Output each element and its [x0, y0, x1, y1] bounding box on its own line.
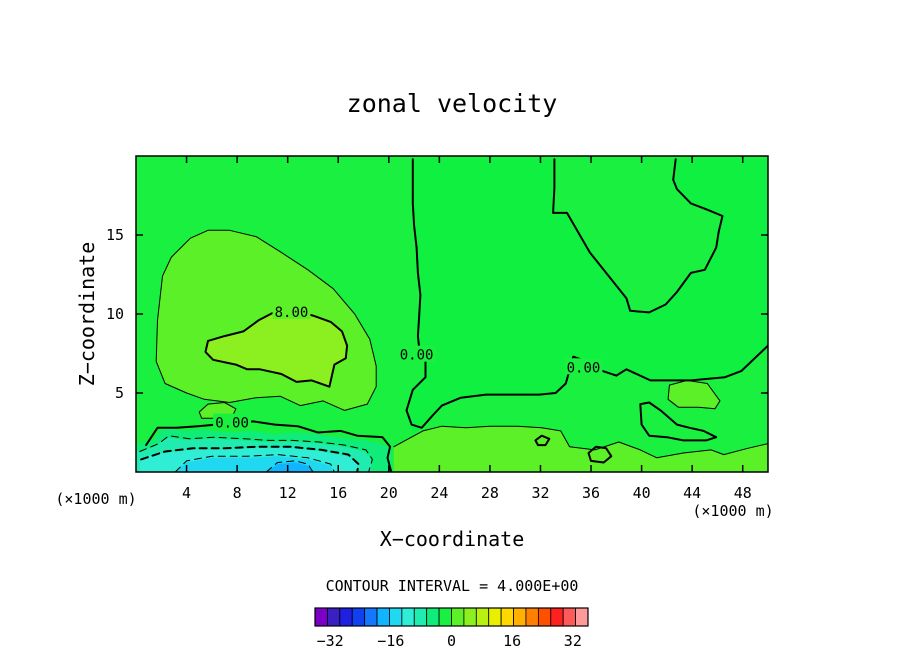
colorbar-swatch — [488, 607, 502, 627]
region-core-above-8 — [205, 309, 348, 387]
x-tick-label: 32 — [531, 484, 549, 502]
chart-title: zonal velocity — [347, 89, 558, 118]
contour-lines — [139, 158, 768, 472]
colorbar-swatch — [339, 607, 353, 627]
colorbar-tick-label: −32 — [317, 632, 344, 650]
colorbar-swatch — [327, 607, 341, 627]
y-tick-label: 10 — [106, 305, 124, 323]
x-tick-label: 24 — [430, 484, 448, 502]
colorbar-swatch — [401, 607, 415, 627]
x-tick-label: 20 — [380, 484, 398, 502]
contour-four-contour-surface — [393, 425, 768, 459]
region-band-minus20-to-minus16 — [266, 462, 313, 472]
colorbar-swatch — [475, 607, 490, 627]
x-tick-label: 28 — [481, 484, 499, 502]
colorbar-swatch — [463, 607, 477, 627]
colorbar-tick-label: 0 — [447, 632, 456, 650]
region-near-surface-4-to-8 — [393, 426, 768, 472]
x-tick-label: 8 — [233, 484, 242, 502]
x-tick-label: 12 — [279, 484, 297, 502]
contour-zero-line-east-lobe — [552, 158, 724, 314]
colorbar-swatch — [575, 607, 589, 627]
colorbar-swatch — [438, 607, 452, 627]
contour-label-background — [213, 413, 252, 430]
contour-label-background — [272, 303, 311, 319]
y-tick-label: 5 — [115, 384, 124, 402]
x-tick-label: 40 — [633, 484, 651, 502]
contour-minus8-contour — [140, 445, 360, 472]
contour-zero-line-upper — [405, 158, 768, 429]
colorbar-swatch — [537, 607, 552, 627]
contour-eight-contour-core — [204, 308, 349, 388]
contour-zero-loop-small-a — [534, 434, 551, 447]
x-tick-label: 4 — [182, 484, 191, 502]
y-axis-label: Z−coordinate — [75, 242, 99, 387]
y-ticks: 5 10 15 — [106, 226, 768, 402]
contour-interval-text: CONTOUR INTERVAL = 4.000E+00 — [326, 577, 579, 595]
x-axis-unit: (×1000 m) — [692, 502, 773, 520]
y-axis-unit: (×1000 m) — [55, 490, 136, 508]
colorbar-swatch — [550, 607, 564, 627]
colorbar-swatch — [314, 607, 328, 627]
colorbar-swatch — [364, 607, 378, 627]
contour-label: 0.00 — [567, 360, 601, 376]
contour-four-contour-west-patch — [198, 402, 237, 419]
contour-minus4-contour — [139, 435, 373, 472]
colorbar-swatch — [525, 607, 539, 627]
colorbar-swatch — [562, 607, 576, 627]
contour-zero-line-lower — [145, 420, 393, 472]
colorbar-tick-label: 32 — [564, 632, 582, 650]
contour-four-contour-west-envelope — [155, 229, 377, 411]
contour-labels: 8.00 0.00 0.00 0.00 — [213, 303, 603, 432]
contour-zero-line-east-loop — [639, 401, 718, 442]
colorbar-tick-label: −16 — [377, 632, 404, 650]
contour-minus12-contour — [174, 454, 335, 472]
region-field-east-0-to-4 — [406, 159, 768, 435]
colorbar-swatch — [413, 607, 428, 627]
x-tick-label: 44 — [683, 484, 701, 502]
colorbar-swatch — [426, 607, 440, 627]
colorbar-swatch — [500, 607, 514, 627]
colorbar-tick-label: 16 — [503, 632, 521, 650]
colorbar-outline — [314, 607, 589, 627]
colorbar-swatch — [389, 607, 403, 627]
x-tick-label: 36 — [582, 484, 600, 502]
colorbar-swatch — [513, 607, 527, 627]
colorbar-swatch — [376, 607, 390, 627]
contour-minus16-contour — [265, 460, 314, 472]
contour-zero-loop-small-b — [587, 445, 613, 464]
y-tick-label: 15 — [106, 226, 124, 244]
region-small-patch-4-to-8-east — [668, 380, 720, 409]
contour-label: 0.00 — [400, 348, 434, 364]
colorbar-swatch — [351, 607, 366, 627]
filled-regions — [136, 156, 768, 472]
contour-label: 0.00 — [215, 416, 249, 432]
colorbar-swatch — [451, 607, 465, 627]
x-ticks: 4 8 12 16 20 24 28 32 36 40 44 48 — [182, 156, 752, 502]
x-tick-label: 16 — [329, 484, 347, 502]
x-axis-label: X−coordinate — [380, 527, 525, 551]
contour-four-contour-east-patch — [667, 379, 721, 410]
contour-label-background — [397, 345, 436, 362]
colorbar: −32 −16 0 16 32 — [314, 607, 589, 650]
x-tick-label: 48 — [734, 484, 752, 502]
contour-label-background — [564, 358, 603, 375]
contour-label: 8.00 — [275, 305, 309, 321]
